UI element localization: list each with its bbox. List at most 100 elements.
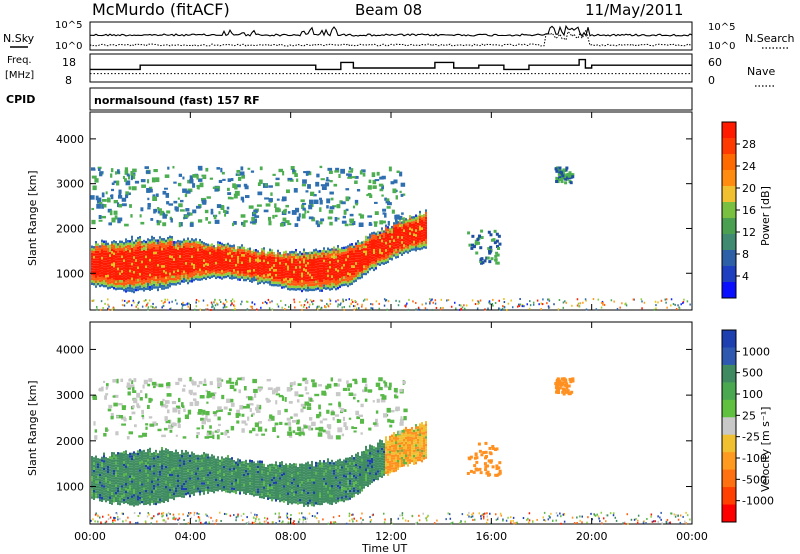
data-cell	[319, 274, 321, 278]
data-cell	[256, 204, 262, 207]
data-cell	[353, 245, 355, 249]
data-cell	[93, 482, 95, 485]
data-cell	[137, 455, 139, 458]
data-cell	[196, 185, 200, 190]
data-cell	[159, 250, 161, 254]
data-cell	[179, 272, 181, 275]
data-cell	[115, 250, 117, 254]
data-cell	[206, 308, 209, 311]
data-cell	[417, 242, 419, 245]
data-cell	[163, 492, 165, 496]
data-cell	[241, 273, 243, 277]
data-cell	[91, 488, 93, 492]
data-cell	[163, 462, 165, 466]
data-cell	[199, 462, 201, 466]
data-cell	[327, 167, 333, 171]
data-cell	[97, 197, 102, 202]
data-cell	[259, 256, 261, 260]
data-cell	[455, 307, 457, 310]
data-cell	[317, 279, 319, 283]
data-cell	[93, 472, 95, 475]
data-cell	[123, 473, 125, 477]
data-cell	[233, 305, 236, 308]
data-cell	[400, 182, 406, 187]
data-cell	[207, 258, 209, 261]
data-cell	[203, 462, 205, 465]
data-cell	[103, 477, 105, 481]
data-cell	[149, 288, 151, 291]
data-cell	[163, 187, 168, 190]
data-cell	[125, 253, 127, 256]
data-cell	[127, 494, 129, 497]
data-cell	[261, 253, 263, 256]
data-cell	[273, 279, 275, 282]
data-cell	[217, 268, 219, 271]
data-cell	[121, 462, 123, 466]
data-cell	[95, 495, 97, 499]
data-cell	[401, 233, 403, 237]
data-cell	[105, 265, 107, 268]
data-cell	[162, 222, 167, 227]
data-cell	[278, 168, 284, 173]
data-cell	[682, 302, 684, 305]
data-cell	[181, 454, 183, 458]
data-cell	[359, 242, 361, 245]
data-cell	[181, 265, 183, 268]
data-cell	[291, 253, 293, 256]
data-cell	[353, 262, 355, 266]
data-cell	[203, 487, 205, 490]
data-cell	[257, 272, 259, 275]
data-cell	[295, 248, 297, 252]
data-cell	[135, 286, 137, 289]
data-cell	[189, 487, 191, 490]
data-cell	[169, 453, 171, 457]
data-cell	[163, 477, 165, 481]
data-cell	[299, 260, 301, 264]
data-cell	[683, 298, 685, 301]
data-cell	[113, 487, 115, 490]
data-cell	[225, 253, 227, 257]
data-cell	[367, 241, 369, 244]
data-cell	[171, 486, 173, 489]
data-cell	[316, 173, 320, 178]
station-title: McMurdo (fitACF)	[92, 0, 230, 19]
data-cell	[181, 470, 183, 473]
data-cell	[147, 253, 149, 256]
data-cell	[359, 274, 361, 277]
data-cell	[175, 258, 177, 261]
data-cell	[193, 493, 195, 496]
y-tick-label: 1000	[56, 267, 84, 280]
data-cell	[177, 492, 179, 495]
data-cell	[383, 250, 385, 253]
data-cell	[175, 248, 177, 252]
data-cell	[329, 191, 334, 195]
data-cell	[203, 472, 205, 475]
data-cell	[171, 496, 173, 499]
data-cell	[177, 276, 179, 280]
data-cell	[387, 233, 389, 236]
data-cell	[345, 268, 347, 271]
velocity-data	[90, 376, 691, 525]
data-cell	[147, 245, 149, 249]
data-cell	[393, 222, 395, 225]
data-cell	[127, 271, 129, 275]
data-cell	[151, 477, 153, 481]
data-cell	[181, 472, 183, 476]
data-cell	[141, 495, 143, 499]
data-cell	[632, 298, 635, 301]
data-cell	[145, 457, 147, 460]
data-cell	[110, 194, 113, 197]
data-cell	[435, 306, 438, 309]
data-cell	[296, 178, 299, 182]
data-cell	[237, 173, 240, 176]
data-cell	[310, 191, 315, 196]
data-cell	[115, 494, 117, 497]
data-cell	[169, 308, 171, 311]
data-cell	[340, 168, 345, 174]
data-cell	[123, 451, 125, 454]
data-cell	[95, 285, 97, 288]
data-cell	[201, 454, 203, 458]
data-cell	[283, 268, 285, 272]
data-cell	[169, 265, 171, 268]
data-cell	[347, 267, 349, 270]
